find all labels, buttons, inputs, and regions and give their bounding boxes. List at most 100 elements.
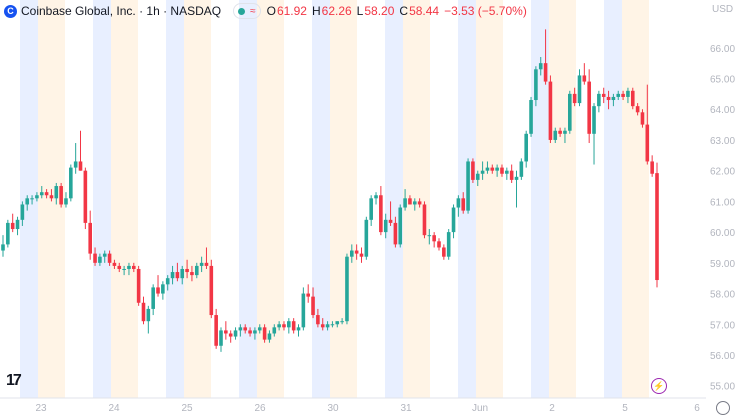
lightning-icon[interactable]: ⚡	[651, 378, 667, 394]
currency-label: USD	[712, 4, 733, 15]
candle-body	[151, 287, 155, 309]
candle-body	[485, 167, 490, 171]
y-tick-label: 65.00	[710, 75, 735, 86]
tradingview-logo-icon[interactable]: 17	[6, 372, 22, 389]
low-value: 58.20	[364, 4, 395, 18]
candle-body	[568, 93, 572, 131]
candle-body	[238, 327, 243, 331]
candle-body	[190, 272, 194, 276]
candle-body	[146, 308, 151, 322]
candle-body	[606, 96, 611, 101]
candle-body	[78, 161, 83, 171]
candle-body	[165, 278, 170, 285]
y-tick-label: 56.00	[710, 351, 735, 362]
candle-body	[132, 265, 136, 269]
candle-body	[635, 106, 640, 113]
premarket-band	[385, 0, 403, 398]
candle-body	[655, 173, 659, 281]
x-tick-label: 6	[694, 403, 700, 414]
candle-body	[277, 324, 281, 328]
candle-body	[495, 167, 499, 171]
candle-body	[379, 195, 383, 233]
candle-body	[175, 272, 180, 279]
status-dot-icon	[238, 7, 246, 15]
candle-body	[83, 170, 88, 223]
candle-body	[577, 75, 582, 104]
candle-body	[180, 268, 185, 279]
candle-body	[529, 100, 533, 134]
candle-body	[572, 93, 577, 104]
candle-body	[412, 201, 417, 205]
candle-body	[621, 93, 625, 97]
candle-body	[69, 167, 73, 199]
candle-body	[466, 161, 470, 211]
y-tick-label: 62.00	[710, 167, 735, 178]
candle-body	[630, 90, 635, 107]
candle-body	[112, 262, 117, 266]
premarket-band	[166, 0, 184, 398]
candle-body	[49, 195, 54, 199]
candle-body	[442, 247, 446, 257]
candle-body	[199, 262, 204, 266]
y-tick-label: 61.00	[710, 197, 735, 208]
candle-body	[272, 327, 277, 334]
candle-body	[374, 195, 378, 199]
open-value: 61.92	[276, 4, 307, 18]
candle-body	[93, 253, 97, 263]
candle-body	[432, 235, 436, 242]
afterhours-band	[184, 0, 211, 398]
candle-body	[403, 198, 407, 208]
candle-body	[408, 198, 412, 205]
candle-body	[587, 81, 591, 134]
candle-body	[214, 315, 218, 346]
candle-body	[64, 198, 68, 205]
candle-body	[505, 170, 509, 174]
candle-body	[359, 253, 364, 257]
candle-body	[398, 207, 403, 245]
candle-body	[446, 232, 451, 257]
candle-body	[262, 327, 267, 340]
candle-body	[233, 330, 238, 337]
candle-body	[282, 324, 286, 328]
premarket-band	[604, 0, 622, 398]
y-tick-label: 57.00	[710, 320, 735, 331]
premarket-band	[239, 0, 257, 398]
candle-body	[383, 219, 388, 233]
candle-body	[54, 186, 59, 199]
y-tick-label: 64.00	[710, 105, 735, 116]
candle-body	[456, 198, 461, 208]
candle-body	[141, 302, 146, 322]
gear-icon[interactable]	[716, 401, 730, 415]
candle-body	[98, 256, 102, 263]
candle-body	[558, 130, 562, 134]
candle-body	[616, 93, 621, 97]
premarket-band	[312, 0, 330, 398]
y-tick-label: 66.00	[710, 44, 735, 55]
symbol-title[interactable]: Coinbase Global, Inc. · 1h · NASDAQ	[21, 4, 222, 18]
x-tick-label: 24	[108, 403, 120, 414]
candle-body	[471, 161, 475, 180]
candle-body	[291, 321, 296, 331]
close-value: 58.44	[409, 4, 440, 18]
candle-body	[73, 161, 78, 168]
candle-body	[248, 330, 252, 334]
candle-body	[311, 296, 315, 316]
candle-body	[88, 222, 92, 254]
candle-body	[534, 69, 538, 101]
candle-body	[316, 315, 320, 325]
chart-legend-header: C Coinbase Global, Inc. · 1h · NASDAQ ≈ …	[4, 2, 532, 20]
candle-body	[204, 262, 209, 266]
open-label: O	[266, 4, 276, 18]
candle-body	[253, 330, 257, 334]
candle-body	[301, 293, 306, 328]
indicator-toggle[interactable]: ≈	[233, 3, 261, 19]
candle-body	[369, 198, 373, 220]
candle-body	[39, 192, 44, 196]
time-axis: 23 24 25 26 30 31 Jun 2 5 6	[0, 397, 706, 414]
candle-body	[538, 63, 543, 70]
x-tick-label: 26	[254, 403, 266, 414]
y-tick-label: 59.00	[710, 259, 735, 270]
afterhours-band	[476, 0, 503, 398]
candle-body	[427, 235, 432, 237]
